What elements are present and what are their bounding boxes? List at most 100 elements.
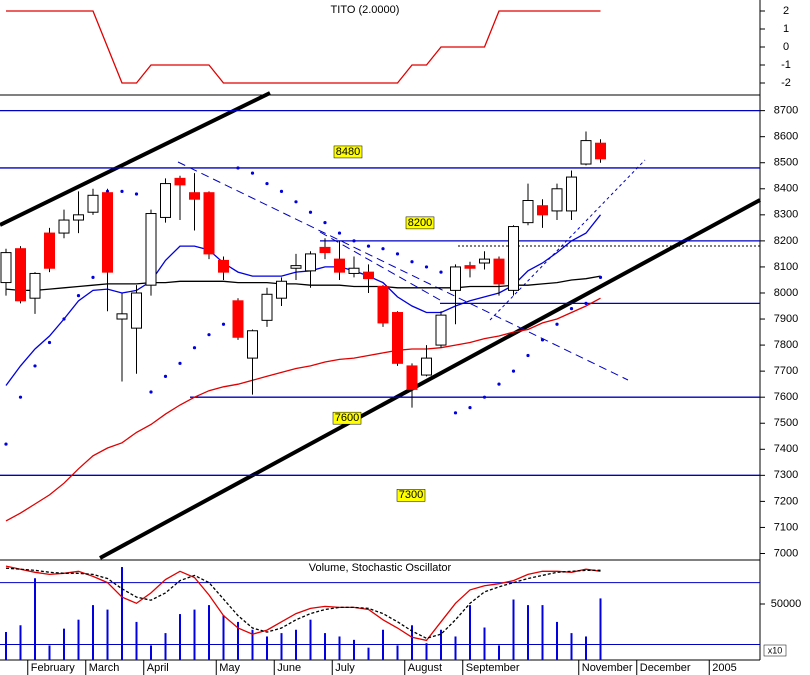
- sar-dot: [424, 265, 429, 269]
- y-tick-label: 8300: [774, 209, 798, 221]
- sar-dot: [482, 395, 487, 399]
- sar-dot: [76, 293, 81, 298]
- level-label-box: [396, 489, 426, 502]
- y-tick-label: 7400: [774, 443, 798, 455]
- x-tick-label: June: [277, 662, 301, 674]
- sar-dot: [18, 395, 23, 399]
- candle-body: [566, 176, 577, 212]
- x-tick-label: May: [219, 662, 240, 674]
- candle-body: [73, 214, 84, 221]
- x-tick-label: March: [89, 662, 120, 674]
- candle-body: [537, 205, 548, 216]
- line: [5, 565, 601, 642]
- trend-line: [489, 159, 646, 321]
- candle-body: [580, 140, 592, 165]
- x-tick-label: September: [466, 662, 520, 674]
- candle-body: [29, 272, 41, 299]
- sar-dot: [149, 390, 153, 394]
- x-tick-label: August: [408, 662, 442, 674]
- level-label: 8480: [336, 146, 360, 158]
- trendlines: [0, 91, 761, 560]
- x-tick-label: April: [147, 662, 169, 674]
- y-tick-label: 7500: [774, 417, 798, 429]
- sar-dot: [366, 244, 371, 248]
- y-tick-label: 7800: [774, 339, 798, 351]
- sar-dot: [163, 374, 168, 378]
- y-tick-label: 7100: [774, 521, 798, 533]
- sar-dot: [192, 346, 197, 350]
- candle-body: [479, 258, 490, 264]
- y-tick-label: 8600: [774, 131, 798, 143]
- candle-body: [348, 267, 360, 274]
- candle-body: [290, 265, 302, 269]
- candle-body: [522, 200, 534, 224]
- y-tick-label: 8100: [774, 261, 798, 273]
- y-tick-label: 8500: [774, 157, 798, 169]
- line: [5, 567, 601, 639]
- candle-body: [232, 300, 244, 338]
- sar-dot: [381, 247, 385, 251]
- sar-dot: [453, 411, 458, 415]
- y-tick-label: 0: [783, 41, 789, 53]
- y-tick-label: 7200: [774, 495, 798, 507]
- candle-body: [319, 246, 331, 254]
- candle-body: [145, 213, 157, 286]
- candle-body: [493, 258, 505, 285]
- candle-body: [363, 271, 374, 280]
- x-tick-label: February: [31, 662, 76, 674]
- candle-body: [551, 188, 563, 212]
- candle-body: [450, 266, 461, 291]
- sar-dot: [279, 189, 284, 193]
- y-tick-label: -1: [781, 59, 791, 71]
- sar-dot: [308, 210, 313, 214]
- trend-line: [319, 231, 441, 301]
- channel-line: [0, 91, 271, 227]
- candle-body: [421, 357, 432, 376]
- sar-dot: [221, 322, 226, 326]
- candle-body: [0, 252, 12, 284]
- sar-dot: [555, 322, 559, 326]
- sar-dot: [337, 231, 342, 235]
- level-label-box: [405, 216, 435, 230]
- candle-body: [464, 265, 476, 269]
- candle-body: [392, 312, 403, 364]
- candle-body: [174, 177, 186, 186]
- sar-dot: [91, 275, 95, 279]
- candle-body: [189, 192, 200, 200]
- candle-body: [508, 226, 519, 291]
- level-label: 7600: [335, 412, 359, 424]
- sar-dot: [584, 301, 588, 306]
- sar-dot: [250, 171, 255, 175]
- line: [5, 297, 601, 522]
- sar-dot: [265, 181, 269, 186]
- candle-body: [406, 365, 418, 390]
- channel-line: [99, 198, 761, 560]
- candle-body: [595, 142, 606, 160]
- sar-dot: [207, 333, 211, 337]
- sar-dot: [62, 317, 66, 321]
- y-tick-label: 7700: [774, 365, 798, 377]
- y-tick-label: 1: [783, 23, 789, 35]
- candle-body: [276, 280, 287, 299]
- line: [5, 275, 601, 292]
- unit-box: [763, 644, 787, 657]
- line: [5, 214, 602, 386]
- candle-body: [116, 313, 128, 320]
- sar-dot: [540, 338, 545, 342]
- sar-dot: [120, 189, 124, 193]
- unit-label: x10: [768, 645, 783, 655]
- level-label-box: [333, 145, 363, 159]
- sar-dot: [511, 369, 516, 373]
- y-tick-label: 7000: [774, 547, 798, 559]
- candle-body: [247, 330, 258, 359]
- y-tick-label: 7600: [774, 391, 798, 403]
- candle-body: [334, 258, 345, 273]
- candle-body: [58, 219, 70, 234]
- candle-body: [160, 183, 171, 218]
- panel-title: Volume, Stochastic Oscillator: [309, 562, 452, 574]
- sar-dot: [352, 239, 356, 243]
- candle-body: [44, 232, 55, 269]
